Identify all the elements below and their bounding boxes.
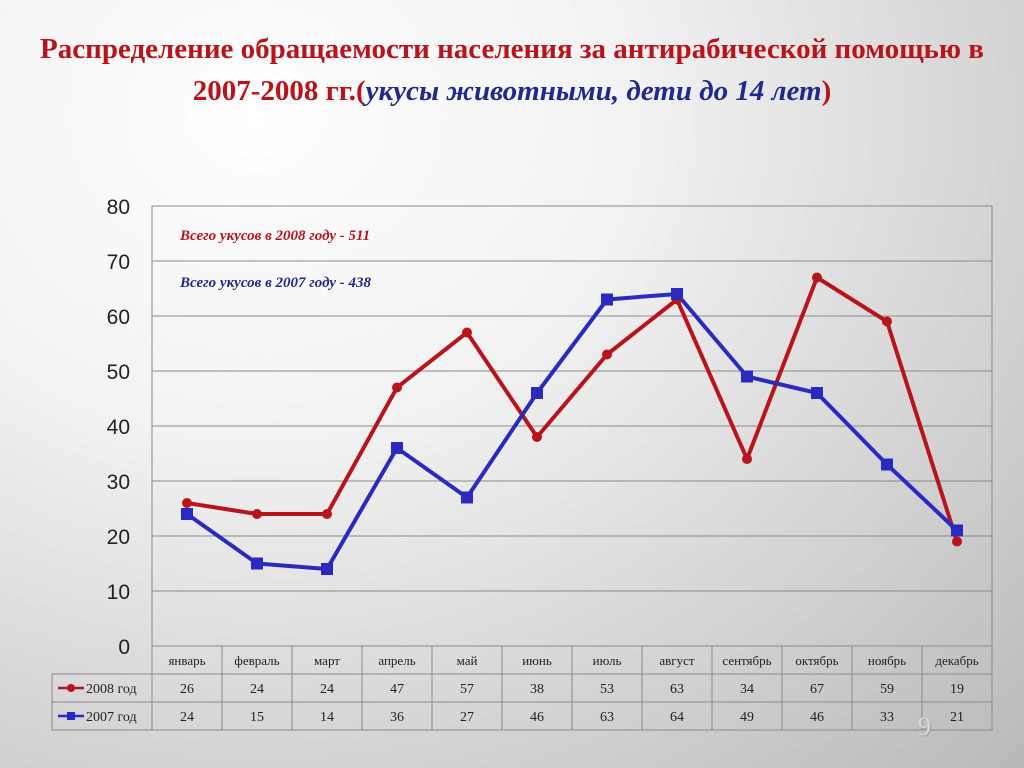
- y-tick-label: 80: [107, 196, 130, 219]
- y-tick-label: 40: [107, 416, 130, 439]
- data-point: [812, 272, 822, 283]
- data-point: [322, 509, 332, 519]
- data-point: [321, 563, 333, 575]
- category-label: февраль: [234, 653, 279, 668]
- data-cell: 24: [250, 682, 264, 697]
- legend-marker: [67, 684, 75, 692]
- data-point: [952, 536, 962, 547]
- y-tick-label: 60: [107, 306, 130, 329]
- y-tick-label: 50: [107, 361, 130, 384]
- data-point: [391, 442, 403, 454]
- data-cell: 53: [600, 682, 614, 697]
- data-point: [182, 498, 192, 508]
- data-point: [392, 382, 402, 393]
- data-cell: 19: [950, 682, 964, 697]
- y-tick-label: 10: [107, 581, 130, 604]
- title-close: ): [821, 75, 832, 107]
- category-label: июнь: [522, 653, 552, 668]
- data-cell: 15: [250, 710, 264, 725]
- data-table: январь февраль март апрель май июнь июль август…: [51, 645, 993, 731]
- page-number: 9: [918, 712, 931, 741]
- data-cell: 38: [530, 682, 544, 697]
- category-label: декабрь: [935, 653, 978, 668]
- data-point: [882, 316, 892, 327]
- data-cell: 57: [460, 682, 474, 697]
- data-cell: 67: [810, 682, 824, 697]
- series-line: [186, 275, 959, 543]
- data-cell: 27: [460, 710, 474, 725]
- data-point: [531, 387, 543, 399]
- chart-title: Распределение обращаемости населения за …: [20, 28, 1004, 112]
- data-point: [741, 370, 753, 383]
- data-cell: 36: [390, 710, 404, 725]
- data-point: [461, 491, 473, 504]
- title-main: Распределение обращаемости населения за …: [40, 33, 984, 107]
- category-label: май: [457, 653, 478, 668]
- y-tick-label: 30: [107, 471, 130, 494]
- legend-label: 2008 год: [86, 682, 137, 697]
- category-label: март: [314, 653, 340, 668]
- data-point: [601, 293, 613, 306]
- data-point: [462, 327, 472, 338]
- data-point: [251, 557, 263, 570]
- data-cell: 63: [600, 710, 614, 725]
- legend-label: 2007 год: [86, 710, 137, 725]
- data-cell: 49: [740, 710, 754, 725]
- data-cell: 24: [180, 710, 194, 725]
- data-cell: 14: [320, 710, 334, 725]
- grid: [151, 205, 993, 647]
- category-label: сентябрь: [722, 653, 771, 668]
- series-lines: [181, 272, 963, 575]
- category-label: август: [659, 653, 695, 668]
- annotation-total-2007: Всего укусов в 2007 году - 438: [179, 275, 372, 291]
- data-cell: 33: [880, 710, 894, 725]
- data-point: [602, 349, 612, 360]
- data-point: [951, 524, 963, 537]
- data-point: [742, 454, 752, 464]
- data-cell: 26: [180, 682, 194, 697]
- category-label: июль: [593, 653, 622, 668]
- data-point: [252, 509, 262, 519]
- category-label: январь: [168, 653, 205, 668]
- data-point: [881, 458, 893, 471]
- y-axis: 0 10 20 30 40 50 60 70 80: [107, 196, 130, 659]
- series-line: [185, 292, 959, 571]
- legend-marker: [67, 712, 75, 720]
- data-cell: 47: [390, 682, 404, 697]
- data-cell: 63: [670, 682, 684, 697]
- category-label: ноябрь: [868, 653, 906, 668]
- data-cell: 34: [740, 682, 754, 697]
- data-point: [532, 432, 542, 442]
- category-label: октябрь: [795, 653, 838, 668]
- y-tick-label: 0: [118, 636, 130, 659]
- category-label: апрель: [378, 653, 415, 668]
- title-subtitle: укусы животными, дети до 14 лет: [365, 75, 822, 107]
- data-cell: 24: [320, 682, 334, 697]
- y-tick-label: 70: [107, 251, 130, 274]
- data-cell: 59: [880, 682, 894, 697]
- y-tick-label: 20: [107, 526, 130, 549]
- data-cell: 21: [950, 710, 964, 725]
- data-cell: 46: [530, 710, 544, 725]
- data-point: [181, 508, 193, 520]
- data-cell: 64: [670, 710, 684, 725]
- data-point: [811, 387, 823, 399]
- data-point: [671, 288, 683, 300]
- annotation-total-2008: Всего укусов в 2008 году - 511: [179, 228, 370, 244]
- data-cell: 46: [810, 710, 824, 725]
